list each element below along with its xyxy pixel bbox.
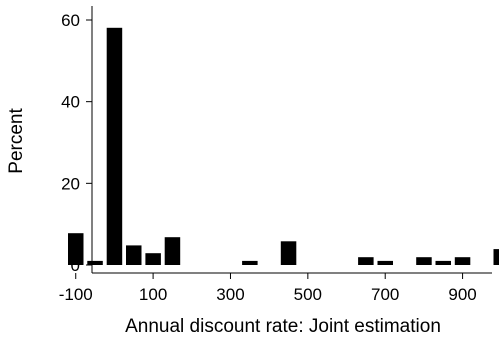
y-tick-label: 20	[61, 174, 80, 193]
histogram-bar	[493, 249, 499, 265]
histogram-bar	[164, 237, 181, 265]
histogram-bar	[435, 260, 451, 265]
histogram-bar	[358, 257, 374, 265]
bars-layer	[68, 27, 499, 265]
x-tick-label: 700	[371, 285, 399, 304]
y-axis-title: Percent	[6, 108, 27, 174]
histogram-bar	[106, 27, 123, 265]
x-tick-label: -100	[59, 285, 93, 304]
x-tick-label: 300	[216, 285, 244, 304]
x-tick-label: 100	[139, 285, 167, 304]
histogram-bar	[242, 260, 258, 265]
y-ticks-layer: 0 20 40 60	[61, 11, 92, 275]
y-tick-label: 60	[61, 11, 80, 30]
histogram-bar	[416, 257, 432, 265]
histogram-bar	[87, 260, 103, 265]
x-ticks-layer: -100 100 300 500 700 900	[59, 273, 477, 304]
histogram-bar	[145, 253, 161, 265]
histogram-bar	[377, 260, 393, 265]
x-tick-label: 500	[294, 285, 322, 304]
x-axis-title: Annual discount rate: Joint estimation	[125, 316, 441, 337]
y-tick-label: 0	[71, 256, 80, 275]
histogram-bar	[68, 233, 84, 265]
y-tick-label: 40	[61, 93, 80, 112]
histogram-bar	[454, 257, 471, 265]
x-tick-label: 900	[448, 285, 476, 304]
histogram-bar	[280, 241, 297, 265]
histogram-bar	[126, 245, 142, 265]
